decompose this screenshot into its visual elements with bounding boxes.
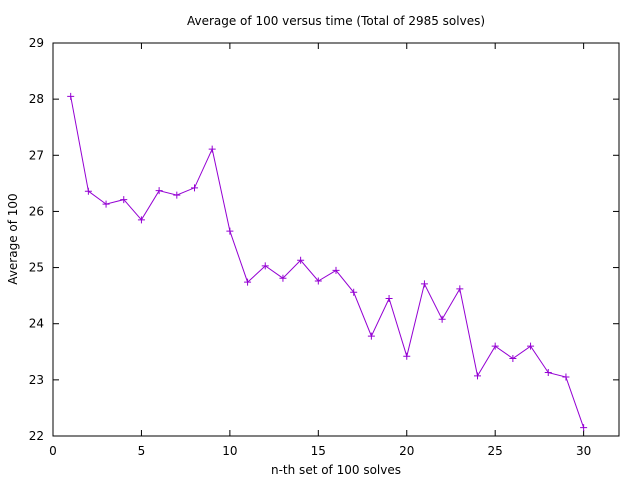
data-point <box>279 274 287 282</box>
y-tick-label: 27 <box>29 148 44 162</box>
y-axis-label: Average of 100 <box>6 193 20 284</box>
data-point <box>244 278 252 286</box>
data-point <box>120 196 128 204</box>
y-tick-label: 22 <box>29 429 44 443</box>
x-tick-label: 15 <box>311 444 326 458</box>
data-point <box>84 187 92 195</box>
data-point <box>438 315 446 323</box>
x-tick-label: 30 <box>576 444 591 458</box>
data-point <box>226 227 234 235</box>
y-tick-label: 26 <box>29 204 44 218</box>
data-point <box>420 280 428 288</box>
data-point <box>137 216 145 224</box>
x-tick-label: 20 <box>399 444 414 458</box>
data-point <box>456 285 464 293</box>
x-tick-label: 0 <box>49 444 57 458</box>
data-point <box>173 191 181 199</box>
plot-area-frame <box>52 42 620 437</box>
data-point <box>527 342 535 350</box>
y-tick-label: 24 <box>29 317 44 331</box>
data-point <box>191 184 198 192</box>
data-point <box>580 424 588 432</box>
data-point <box>297 256 305 264</box>
data-point <box>403 352 411 360</box>
x-tick-label: 5 <box>138 444 146 458</box>
data-point <box>332 266 340 274</box>
data-point <box>509 355 517 363</box>
y-tick-label: 29 <box>29 36 44 50</box>
data-point <box>562 373 570 381</box>
data-point <box>102 200 110 208</box>
data-point <box>155 187 163 195</box>
x-tick-label: 25 <box>488 444 503 458</box>
axis-ticks: 0 5 10 15 20 25 30 22 23 24 25 26 27 28 29 <box>29 36 619 458</box>
series-line <box>70 96 585 428</box>
y-tick-label: 23 <box>29 373 44 387</box>
data-point <box>385 294 393 302</box>
data-point <box>491 342 499 350</box>
data-point <box>208 145 216 153</box>
data-point <box>261 262 269 270</box>
y-tick-label: 28 <box>29 92 44 106</box>
x-tick-label: 10 <box>222 444 237 458</box>
data-point <box>367 332 375 340</box>
x-axis-label: n-th set of 100 solves <box>271 463 401 477</box>
data-point <box>314 277 322 285</box>
data-point <box>544 369 552 377</box>
chart-title: Average of 100 versus time (Total of 298… <box>187 14 485 28</box>
data-series <box>67 92 588 432</box>
data-point <box>350 288 358 296</box>
data-point <box>67 92 75 100</box>
data-point <box>474 372 481 380</box>
y-tick-label: 25 <box>29 261 44 275</box>
